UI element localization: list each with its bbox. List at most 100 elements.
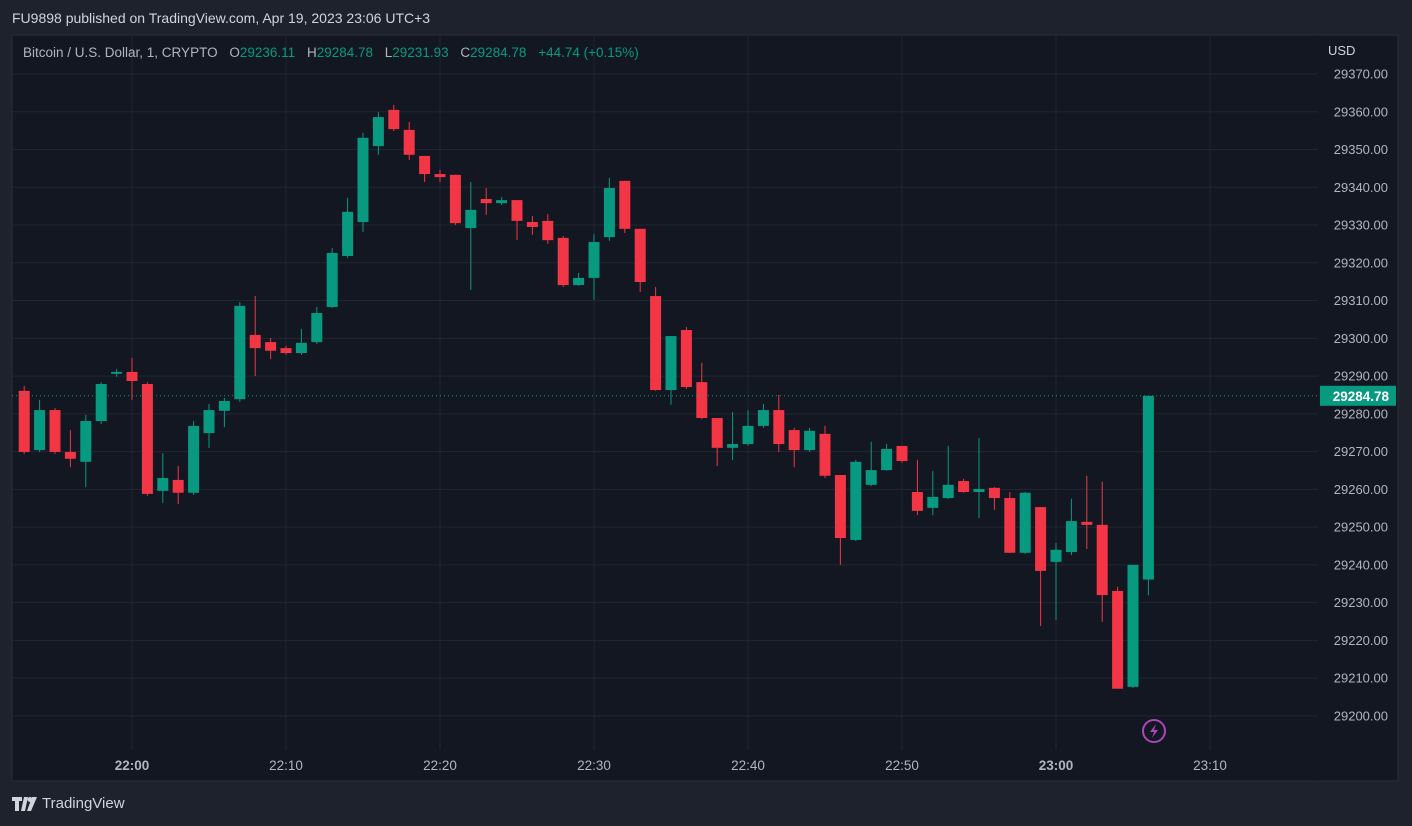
- candle[interactable]: [1142, 395, 1154, 596]
- candle[interactable]: [111, 368, 123, 377]
- candle-body-up: [157, 478, 169, 491]
- x-tick-label: 23:10: [1193, 758, 1227, 773]
- candle[interactable]: [511, 200, 523, 241]
- candle[interactable]: [80, 414, 92, 488]
- candle[interactable]: [958, 478, 970, 493]
- candle[interactable]: [742, 410, 754, 446]
- candle[interactable]: [157, 453, 169, 503]
- candle[interactable]: [403, 121, 415, 161]
- candle[interactable]: [1004, 492, 1016, 553]
- candle[interactable]: [557, 235, 569, 287]
- candle[interactable]: [834, 475, 846, 565]
- candle[interactable]: [311, 306, 323, 344]
- candle[interactable]: [850, 459, 862, 542]
- candle-body-up: [95, 384, 107, 422]
- candle[interactable]: [727, 411, 739, 460]
- candle-body-up: [496, 200, 508, 204]
- lightning-icon[interactable]: [1142, 719, 1166, 743]
- candle[interactable]: [881, 444, 893, 471]
- footer-brand[interactable]: TradingView: [12, 795, 125, 812]
- candle-body-up: [234, 305, 246, 400]
- candle[interactable]: [188, 421, 200, 496]
- candle[interactable]: [526, 215, 538, 235]
- time-axis[interactable]: 22:00 22:10 22:20 22:30 22:40 22:50 23:00 23:10: [115, 758, 1227, 773]
- candle[interactable]: [249, 296, 261, 377]
- x-tick-label: 22:40: [731, 758, 765, 773]
- candle[interactable]: [588, 234, 600, 300]
- candle[interactable]: [1065, 498, 1077, 556]
- candle[interactable]: [603, 177, 615, 241]
- candle[interactable]: [357, 132, 369, 232]
- candle[interactable]: [265, 337, 277, 360]
- candle[interactable]: [911, 459, 923, 516]
- candle-body-up: [603, 188, 615, 238]
- candle[interactable]: [496, 197, 508, 206]
- candle[interactable]: [650, 286, 662, 391]
- candle-body-up: [465, 209, 477, 229]
- candle-body-down: [680, 330, 692, 388]
- candle-body-down: [18, 390, 30, 452]
- candle-body-up: [1019, 492, 1031, 553]
- candle-body-up: [188, 425, 200, 493]
- candle[interactable]: [773, 394, 785, 452]
- candle[interactable]: [680, 326, 692, 389]
- x-tick-label: 23:00: [1039, 758, 1074, 773]
- candle[interactable]: [1081, 475, 1093, 550]
- candle[interactable]: [619, 180, 631, 233]
- candle[interactable]: [1050, 542, 1062, 621]
- candle[interactable]: [203, 404, 215, 448]
- candle[interactable]: [634, 228, 646, 292]
- candle[interactable]: [280, 345, 292, 355]
- candle[interactable]: [573, 272, 585, 286]
- candle[interactable]: [172, 465, 184, 505]
- candle[interactable]: [18, 385, 30, 454]
- candle[interactable]: [434, 169, 446, 182]
- candle[interactable]: [141, 382, 153, 496]
- candle[interactable]: [95, 382, 107, 425]
- candle[interactable]: [542, 214, 554, 244]
- candle[interactable]: [1019, 492, 1031, 554]
- candle[interactable]: [34, 399, 46, 452]
- candle[interactable]: [757, 404, 769, 428]
- candle[interactable]: [988, 487, 1000, 510]
- candle-body-down: [696, 382, 708, 418]
- candle[interactable]: [465, 181, 477, 290]
- candle[interactable]: [449, 174, 461, 226]
- candle[interactable]: [896, 445, 908, 463]
- candle-body-up: [881, 448, 893, 471]
- candle[interactable]: [1096, 481, 1108, 622]
- candle[interactable]: [696, 362, 708, 420]
- candle-body-up: [1065, 521, 1077, 553]
- candle[interactable]: [865, 441, 877, 486]
- candle[interactable]: [1112, 586, 1124, 689]
- candle[interactable]: [234, 302, 246, 402]
- candle[interactable]: [480, 188, 492, 215]
- candle[interactable]: [342, 197, 354, 258]
- candle[interactable]: [295, 328, 307, 355]
- candle-body-up: [588, 242, 600, 278]
- candle-body-up: [357, 137, 369, 223]
- candle[interactable]: [64, 430, 76, 468]
- candle[interactable]: [1127, 564, 1139, 688]
- candle[interactable]: [419, 155, 431, 182]
- candle[interactable]: [372, 112, 384, 155]
- candle[interactable]: [326, 248, 338, 309]
- candle-body-down: [480, 198, 492, 204]
- candle[interactable]: [788, 427, 800, 468]
- candle[interactable]: [126, 357, 138, 400]
- candle-body-up: [342, 211, 354, 257]
- candle[interactable]: [927, 470, 939, 516]
- candle[interactable]: [819, 425, 831, 479]
- candle[interactable]: [942, 445, 954, 499]
- candle[interactable]: [1035, 507, 1047, 627]
- candle[interactable]: [49, 408, 61, 454]
- candle[interactable]: [973, 438, 985, 519]
- candle[interactable]: [711, 417, 723, 466]
- price-axis[interactable]: 29370.00 29360.00 29350.00 29340.00 29330.00…: [1320, 67, 1396, 724]
- candle[interactable]: [218, 397, 230, 428]
- symbol-title[interactable]: Bitcoin / U.S. Dollar, 1, CRYPTO: [23, 45, 218, 60]
- candle[interactable]: [665, 336, 677, 405]
- candle[interactable]: [804, 427, 816, 452]
- candle[interactable]: [388, 104, 400, 132]
